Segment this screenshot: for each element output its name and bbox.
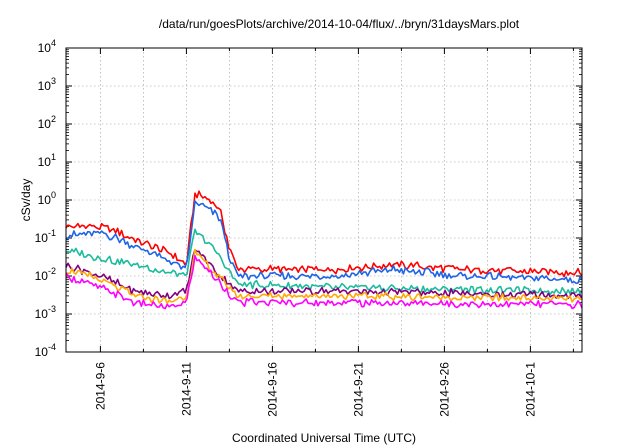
x-tick-label: 2014-9-6 [93,362,107,410]
series-line [65,254,583,310]
grid-lines [66,48,582,352]
series-line [65,190,583,278]
series-line [65,248,583,305]
y-tick-label: 103 [38,76,56,93]
y-tick-label: 10-2 [35,266,56,283]
x-axis-label: Coordinated Universal Time (UTC) [232,431,416,445]
y-tick-label: 104 [38,38,56,55]
y-tick-label: 10-1 [35,228,56,245]
series-line [65,228,583,296]
y-tick-label: 101 [38,152,56,169]
y-axis-label: cSv/day [19,179,33,222]
y-tick-label: 10-4 [35,342,56,359]
x-tick-label: 2014-9-26 [437,362,451,417]
x-tick-label: 2014-10-1 [523,362,537,417]
x-tick-label: 2014-9-21 [351,362,365,417]
series-line [65,200,583,285]
plot-frame [65,47,583,353]
x-tick-label: 2014-9-16 [265,362,279,417]
series-group [65,190,583,310]
x-axis-ticks: 2014-9-6 2014-9-11 2014-9-16 2014-9-21 2014-… [93,48,574,417]
x-tick-label: 2014-9-11 [179,362,193,416]
y-tick-label: 100 [38,190,56,207]
y-tick-label: 10-3 [35,304,56,321]
y-tick-label: 102 [38,114,56,131]
chart-title: /data/run/goesPlots/archive/2014-10-04/f… [159,17,520,31]
y-axis-ticks: 10-4 10-3 10-2 10-1 100 101 102 103 104 [35,38,582,359]
